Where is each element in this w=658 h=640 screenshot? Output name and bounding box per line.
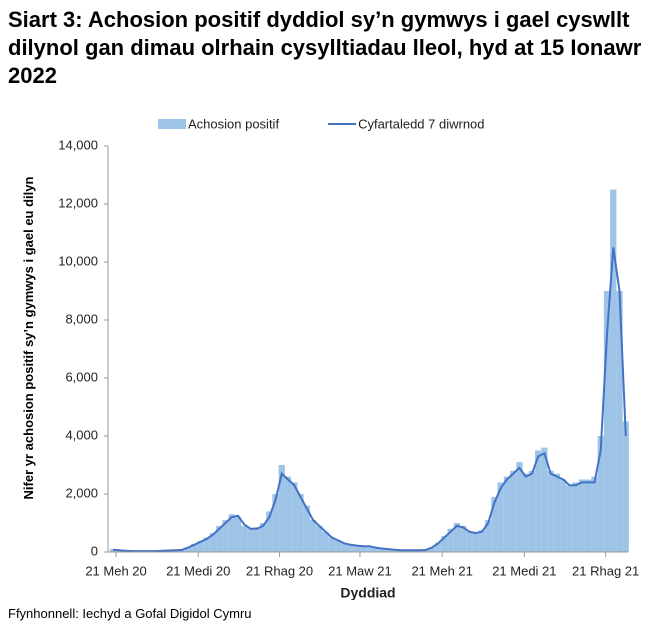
bar	[234, 517, 242, 552]
y-tick-label: 8,000	[65, 311, 98, 326]
y-tick-label: 4,000	[65, 427, 98, 442]
bar	[466, 531, 473, 552]
bar	[622, 421, 629, 552]
bar	[197, 540, 204, 552]
bar	[378, 548, 385, 552]
legend-swatch	[158, 119, 186, 129]
bar	[241, 525, 248, 552]
source: Ffynhonnell: Iechyd a Gofal Digidol Cymr…	[8, 606, 252, 621]
bar	[478, 530, 486, 552]
bar	[209, 533, 217, 552]
y-tick-label: 10,000	[58, 253, 98, 268]
x-tick-label: 21 Medi 20	[166, 563, 230, 578]
bar	[191, 543, 198, 552]
bar	[510, 470, 517, 552]
bar	[341, 543, 348, 552]
bar	[316, 525, 323, 552]
bar	[597, 436, 604, 552]
bar	[259, 523, 267, 552]
line	[112, 247, 627, 553]
bar	[247, 528, 254, 552]
bar	[284, 476, 292, 552]
bar	[328, 537, 335, 552]
bar	[541, 447, 548, 552]
x-tick-label: 21 Maw 21	[328, 563, 392, 578]
bar	[222, 520, 229, 552]
x-axis-label: Dyddiad	[340, 585, 395, 600]
bar	[309, 520, 317, 552]
bar	[535, 450, 542, 552]
bar	[303, 505, 310, 552]
bar	[578, 479, 586, 552]
bar	[272, 494, 279, 552]
bar	[472, 533, 479, 552]
bar	[372, 547, 379, 552]
bar	[291, 482, 298, 552]
bar	[266, 511, 273, 552]
bar	[441, 536, 448, 552]
bar	[184, 547, 192, 552]
bar	[585, 479, 592, 552]
bar	[453, 523, 461, 552]
bar	[216, 525, 223, 552]
bar	[616, 291, 623, 552]
bar	[353, 545, 360, 552]
x-tick-label: 21 Rhag 20	[246, 563, 313, 578]
x-tick-label: 21 Meh 20	[85, 563, 146, 578]
bar	[447, 528, 454, 552]
bar	[503, 476, 511, 552]
y-tick-label: 6,000	[65, 369, 98, 384]
bar	[253, 527, 260, 552]
bar	[322, 531, 329, 552]
bar	[591, 476, 598, 552]
bar	[391, 549, 398, 552]
bar	[460, 525, 467, 552]
bar	[522, 473, 529, 552]
y-tick-label: 12,000	[58, 195, 98, 210]
bar	[572, 482, 579, 552]
bar	[610, 189, 617, 552]
bar	[428, 547, 436, 552]
x-tick-label: 21 Meh 21	[411, 563, 472, 578]
chart: Dyddiad 0 2,000 4,000 6,000 8,000 10,000 12,00…	[58, 116, 639, 600]
bar	[547, 470, 554, 552]
bar	[497, 482, 504, 552]
bar	[384, 549, 392, 552]
bar	[228, 514, 235, 552]
bar	[435, 542, 442, 552]
legend-label: Cyfartaledd 7 diwrnod	[358, 116, 484, 131]
x-tick-label: 21 Medi 21	[492, 563, 556, 578]
y-tick-label: 14,000	[58, 137, 98, 152]
bar	[359, 546, 367, 552]
bar	[347, 544, 354, 552]
x-tick-label: 21 Rhag 21	[572, 563, 639, 578]
legend-label: Achosion positif	[188, 116, 279, 131]
bar	[528, 470, 536, 552]
bar	[297, 494, 304, 552]
bar	[485, 520, 492, 552]
bar	[278, 465, 285, 552]
bar	[560, 479, 567, 552]
y-tick-label: 0	[91, 543, 98, 558]
chart-title: Siart 3: Achosion positif dyddiol sy’n g…	[8, 7, 642, 88]
bar	[603, 291, 611, 552]
bar	[366, 546, 373, 552]
bar	[203, 537, 210, 552]
bar	[516, 462, 523, 552]
bar	[553, 473, 561, 552]
y-tick-label: 2,000	[65, 485, 98, 500]
bar	[334, 540, 342, 552]
bar	[566, 485, 573, 552]
bar	[491, 496, 498, 552]
